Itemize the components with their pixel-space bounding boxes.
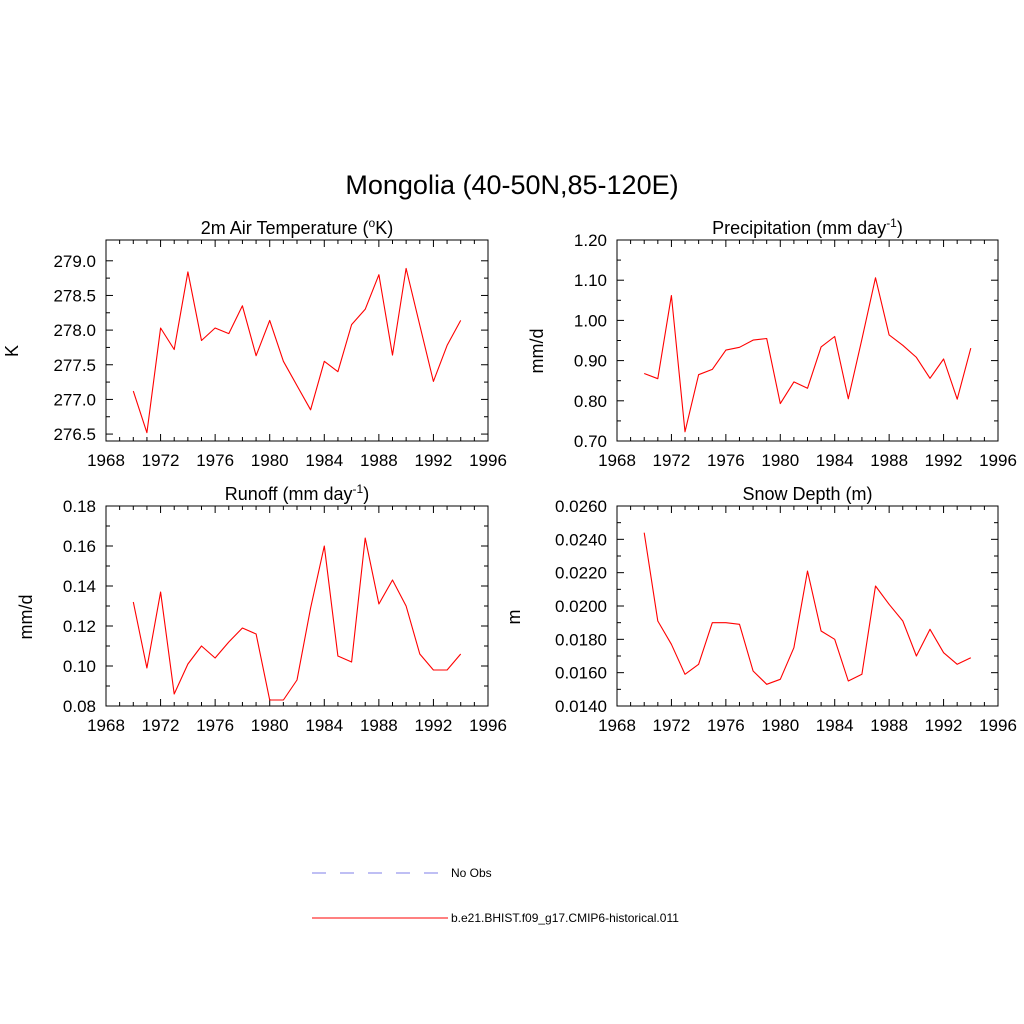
- panel-title: Snow Depth (m): [742, 484, 872, 504]
- x-tick-label: 1996: [469, 716, 507, 735]
- x-tick-label: 1972: [653, 451, 691, 470]
- x-tick-label: 1984: [305, 716, 343, 735]
- y-tick-label: 0.18: [63, 497, 96, 516]
- x-tick-label: 1968: [598, 716, 636, 735]
- y-tick-label: 276.5: [53, 425, 96, 444]
- y-tick-label: 277.5: [53, 356, 96, 375]
- y-tick-label: 0.14: [63, 577, 96, 596]
- y-tick-label: 1.20: [574, 231, 607, 250]
- x-tick-label: 1984: [816, 716, 854, 735]
- y-axis-label: mm/d: [16, 595, 36, 640]
- y-tick-label: 279.0: [53, 252, 96, 271]
- x-tick-label: 1988: [360, 716, 398, 735]
- x-tick-label: 1972: [142, 451, 180, 470]
- plot-frame: [105, 505, 489, 707]
- panel-title-tail: K): [375, 218, 393, 238]
- x-tick-label: 1988: [360, 451, 398, 470]
- x-tick-label: 1976: [196, 451, 234, 470]
- x-tick-label: 1988: [870, 716, 908, 735]
- x-tick-label: 1976: [707, 716, 745, 735]
- y-tick-label: 0.0220: [555, 564, 607, 583]
- plot-frame: [616, 239, 999, 442]
- panel-1: 1968 1972 1976 1980 1984 1988 1992 1996 276.5 277…: [2, 216, 507, 470]
- x-tick-label: 1980: [251, 451, 289, 470]
- x-tick-label: 1968: [598, 451, 636, 470]
- x-tick-label: 1992: [925, 451, 963, 470]
- legend: No Obs b.e21.BHIST.f09_g17.CMIP6-histori…: [312, 866, 679, 925]
- x-tick-label: 1972: [653, 716, 691, 735]
- panel-title: Runoff (mm day-1): [225, 482, 369, 504]
- x-tick-label: 1976: [707, 451, 745, 470]
- x-tick-label: 1968: [87, 716, 125, 735]
- y-tick-label: 0.0180: [555, 630, 607, 649]
- panel-title-main: Snow Depth (m): [742, 484, 872, 504]
- panel-title-main: Runoff (mm day: [225, 484, 353, 504]
- panel-title-superscript: o: [369, 216, 376, 230]
- panel-title: 2m Air Temperature (oK): [201, 216, 393, 238]
- x-tick-label: 1996: [469, 451, 507, 470]
- x-tick-label: 1992: [415, 716, 453, 735]
- y-tick-label: 0.90: [574, 352, 607, 371]
- x-tick-label: 1976: [196, 716, 234, 735]
- x-tick-label: 1980: [761, 716, 799, 735]
- panel-title-superscript: -1: [886, 216, 897, 230]
- y-tick-label: 1.00: [574, 311, 607, 330]
- panel-title-tail: ): [363, 484, 369, 504]
- x-tick-label: 1980: [251, 716, 289, 735]
- y-tick-label: 277.0: [53, 390, 96, 409]
- x-tick-label: 1996: [979, 451, 1017, 470]
- panel-2: 1968 1972 1976 1980 1984 1988 1992 1996 0.70 0.80…: [527, 216, 1017, 470]
- plot-frame: [616, 505, 999, 707]
- x-tick-label: 1988: [870, 451, 908, 470]
- panel-title-superscript: -1: [353, 482, 364, 496]
- y-tick-label: 0.0200: [555, 597, 607, 616]
- y-axis-label: m: [504, 610, 524, 625]
- x-tick-label: 1984: [305, 451, 343, 470]
- series-line-1: [132, 537, 462, 701]
- series-line-1: [643, 532, 972, 685]
- x-tick-label: 1992: [415, 451, 453, 470]
- y-tick-label: 0.16: [63, 537, 96, 556]
- y-tick-label: 0.12: [63, 617, 96, 636]
- x-tick-label: 1972: [142, 716, 180, 735]
- y-tick-label: 0.10: [63, 657, 96, 676]
- y-tick-label: 278.0: [53, 321, 96, 340]
- y-tick-label: 0.0160: [555, 664, 607, 683]
- y-axis-label: K: [2, 345, 22, 357]
- plot-frame: [105, 239, 489, 442]
- panel-title: Precipitation (mm day-1): [712, 216, 903, 238]
- x-tick-label: 1968: [87, 451, 125, 470]
- x-tick-label: 1984: [816, 451, 854, 470]
- y-tick-label: 0.0240: [555, 530, 607, 549]
- panel-title-tail: ): [897, 218, 903, 238]
- y-tick-label: 0.0140: [555, 697, 607, 716]
- panel-title-main: 2m Air Temperature (: [201, 218, 369, 238]
- y-tick-label: 278.5: [53, 286, 96, 305]
- y-tick-label: 0.0260: [555, 497, 607, 516]
- x-tick-label: 1992: [925, 716, 963, 735]
- x-tick-label: 1980: [761, 451, 799, 470]
- x-tick-label: 1996: [979, 716, 1017, 735]
- panel-title-main: Precipitation (mm day: [712, 218, 886, 238]
- y-tick-label: 0.80: [574, 392, 607, 411]
- panel-3: 1968 1972 1976 1980 1984 1988 1992 1996 0.08 0.10…: [16, 482, 507, 735]
- y-axis-label: mm/d: [527, 329, 547, 374]
- figure-title: Mongolia (40-50N,85-120E): [345, 170, 678, 200]
- panels-container: 1968 1972 1976 1980 1984 1988 1992 1996 276.5 277…: [2, 216, 1017, 735]
- legend-model-label: b.e21.BHIST.f09_g17.CMIP6-historical.011: [451, 911, 679, 925]
- y-tick-label: 0.08: [63, 697, 96, 716]
- y-tick-label: 1.10: [574, 271, 607, 290]
- series-line-1: [644, 277, 972, 433]
- panel-4: 1968 1972 1976 1980 1984 1988 1992 1996 0.0140 0.…: [504, 484, 1017, 735]
- legend-obs-label: No Obs: [451, 866, 492, 880]
- y-tick-label: 0.70: [574, 432, 607, 451]
- series-line-1: [132, 267, 462, 434]
